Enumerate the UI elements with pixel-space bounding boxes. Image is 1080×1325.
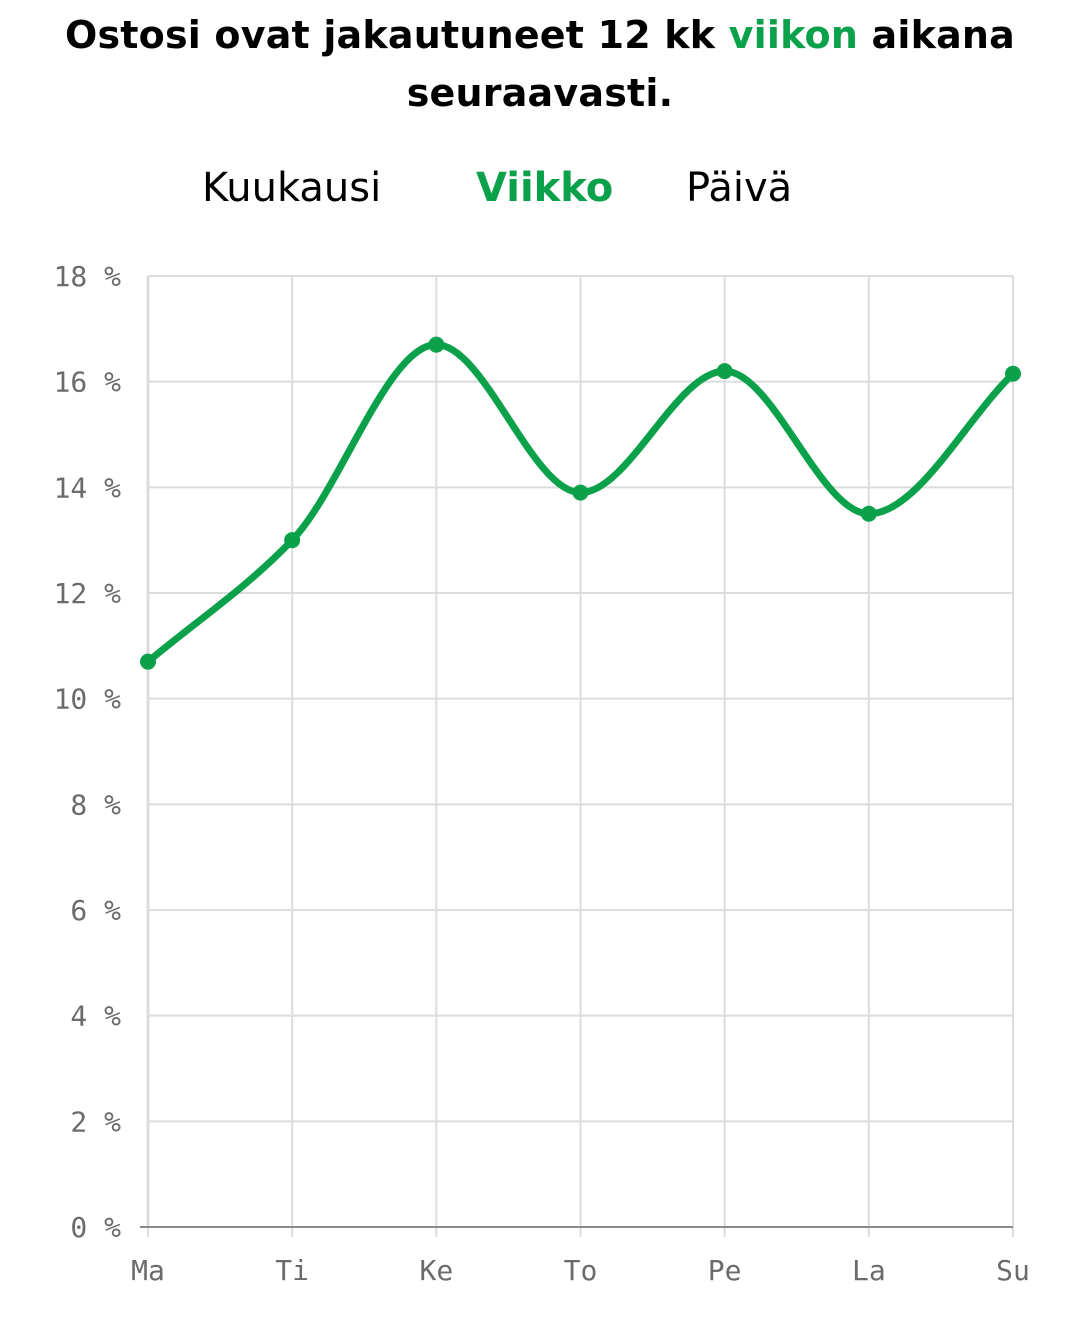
chart-series <box>140 336 1021 670</box>
data-point-ma[interactable] <box>140 653 156 670</box>
y-tick-label: 6 % <box>70 894 121 927</box>
y-tick-label: 12 % <box>54 577 122 610</box>
y-tick-label: 16 % <box>54 366 122 399</box>
y-tick-label: 10 % <box>54 683 122 716</box>
x-tick-label: La <box>852 1254 886 1287</box>
x-tick-label: Ke <box>419 1254 453 1287</box>
data-point-ke[interactable] <box>428 336 445 353</box>
tab-week[interactable]: Viikko <box>476 165 614 211</box>
x-tick-label: To <box>564 1254 598 1287</box>
chart-axes <box>140 276 1013 1228</box>
x-tick-label: Ti <box>275 1254 309 1287</box>
title-text-start: Ostosi ovat jakautuneet 12 kk <box>64 13 729 57</box>
title-text-end: aikana seuraavasti. <box>406 13 1016 115</box>
y-tick-label: 2 % <box>70 1105 121 1138</box>
title-accent-word: viikon <box>728 13 859 57</box>
tab-month[interactable]: Kuukausi <box>202 165 382 211</box>
data-point-ti[interactable] <box>284 532 301 549</box>
page-title: Ostosi ovat jakautuneet 12 kk viikon aik… <box>0 6 1080 122</box>
data-point-su[interactable] <box>1005 365 1021 382</box>
x-tick-label: Ma <box>131 1254 165 1287</box>
y-tick-label: 8 % <box>70 788 121 821</box>
y-axis-tick-labels: 0 % 2 % 4 % 6 % 8 % 10 % 12 % 14 % 16 % 18 % <box>54 260 122 1244</box>
data-point-pe[interactable] <box>716 363 733 380</box>
tab-day[interactable]: Päivä <box>686 165 793 211</box>
period-tabs: Kuukausi Viikko Päivä <box>0 160 1080 220</box>
x-axis-tick-labels: Ma Ti Ke To Pe La Su <box>131 1254 1030 1287</box>
data-point-la[interactable] <box>860 505 877 522</box>
y-tick-label: 14 % <box>54 471 122 504</box>
data-point-to[interactable] <box>572 484 589 501</box>
chart-grid <box>147 275 1014 1237</box>
x-tick-label: Pe <box>708 1254 742 1287</box>
y-tick-label: 4 % <box>70 1000 121 1033</box>
y-tick-label: 18 % <box>54 260 122 293</box>
y-tick-label: 0 % <box>70 1211 121 1244</box>
x-tick-label: Su <box>996 1254 1030 1287</box>
